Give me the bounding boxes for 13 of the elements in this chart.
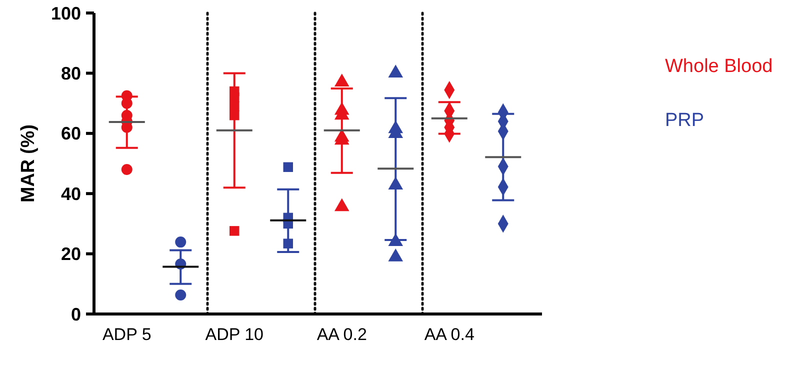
x-tick-label: ADP 10 (205, 325, 264, 344)
x-tick-label: AA 0.2 (316, 325, 367, 344)
x-tick-label: ADP 5 (102, 325, 152, 344)
y-tick-label: 20 (60, 244, 81, 264)
text: PRP (665, 110, 704, 131)
x-tick-label: AA 0.4 (424, 325, 474, 344)
y-tick-label: 40 (60, 184, 81, 204)
y-tick-label: 60 (60, 124, 81, 144)
text: Whole Blood (665, 56, 773, 77)
y-axis-title: MAR (%) (18, 124, 39, 203)
y-tick-label: 0 (70, 304, 81, 324)
y-tick-label: 80 (60, 64, 81, 84)
y-tick-label: 100 (50, 3, 81, 24)
